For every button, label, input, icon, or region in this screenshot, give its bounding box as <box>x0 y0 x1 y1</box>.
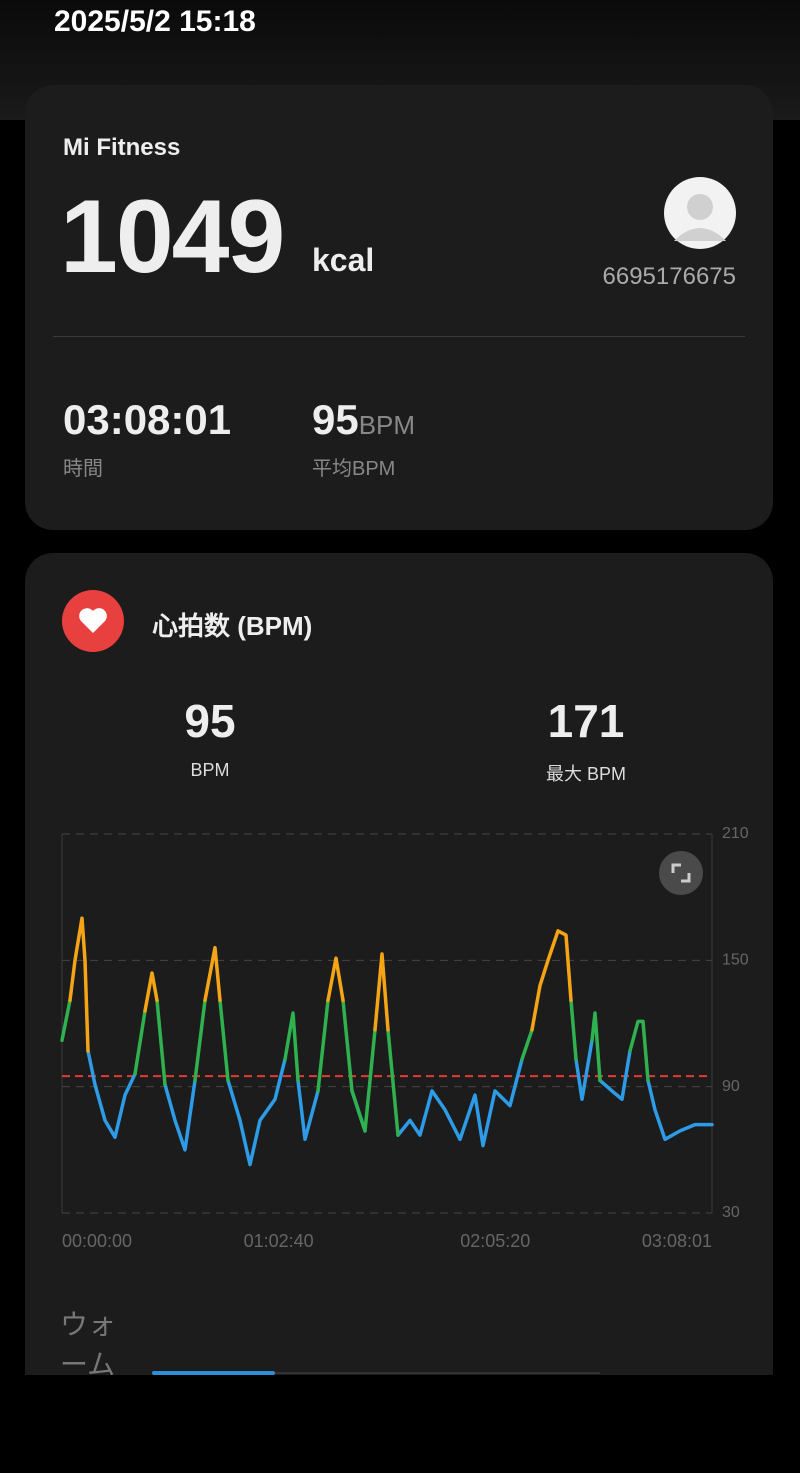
x-tick-label: 03:08:01 <box>642 1231 712 1251</box>
y-tick-label: 90 <box>722 1078 740 1095</box>
avg-bpm-unit: BPM <box>358 410 416 440</box>
x-tick-label: 01:02:40 <box>244 1231 314 1251</box>
heart-title: 心拍数 (BPM) <box>152 611 313 641</box>
max-label: 最大 BPM <box>545 764 626 784</box>
expand-icon <box>671 863 691 883</box>
user-id: 6695176675 <box>602 263 736 290</box>
avg-bpm: 95 <box>312 396 359 443</box>
calories-unit: kcal <box>312 242 375 278</box>
expand-button[interactable] <box>659 851 703 895</box>
status-time: 2025/5/2 15:18 <box>54 5 256 38</box>
avatar-head <box>687 194 713 220</box>
summary-card <box>25 85 773 530</box>
avg-label: BPM <box>190 760 230 780</box>
avg-value: 95 <box>184 695 236 747</box>
zone-track <box>275 1372 600 1374</box>
warmup-label: ウォーム <box>60 1309 117 1380</box>
y-tick-label: 30 <box>722 1204 740 1221</box>
duration: 03:08:01 <box>63 396 232 443</box>
avatar-body <box>674 228 726 241</box>
y-tick-label: 150 <box>722 952 749 969</box>
heart-icon <box>62 590 124 652</box>
heart-rate-line <box>86 1038 714 1167</box>
calories: 1049 <box>60 179 285 295</box>
zone-bar <box>152 1371 275 1375</box>
heart-rate-line <box>60 998 650 1137</box>
heart-card <box>25 553 773 1375</box>
avg-bpm-row: 95BPM <box>312 396 415 444</box>
max-value: 171 <box>547 695 625 747</box>
avatar[interactable] <box>662 175 738 251</box>
x-tick-label: 02:05:20 <box>460 1231 530 1251</box>
heart-shape <box>79 608 107 633</box>
heart-rate-line <box>68 916 573 1053</box>
y-tick-label: 210 <box>722 825 749 842</box>
divider <box>53 336 745 337</box>
bottom-bar <box>0 1375 800 1473</box>
duration-label: 時間 <box>63 458 103 480</box>
avg-bpm-label: 平均BPM <box>312 458 396 480</box>
heart-rate-chart: 30 90 150 210 00:00:00 01:02:40 02:05:20 03:08:… <box>60 825 749 1251</box>
app-name: Mi Fitness <box>63 134 181 161</box>
x-tick-label: 00:00:00 <box>62 1231 132 1251</box>
